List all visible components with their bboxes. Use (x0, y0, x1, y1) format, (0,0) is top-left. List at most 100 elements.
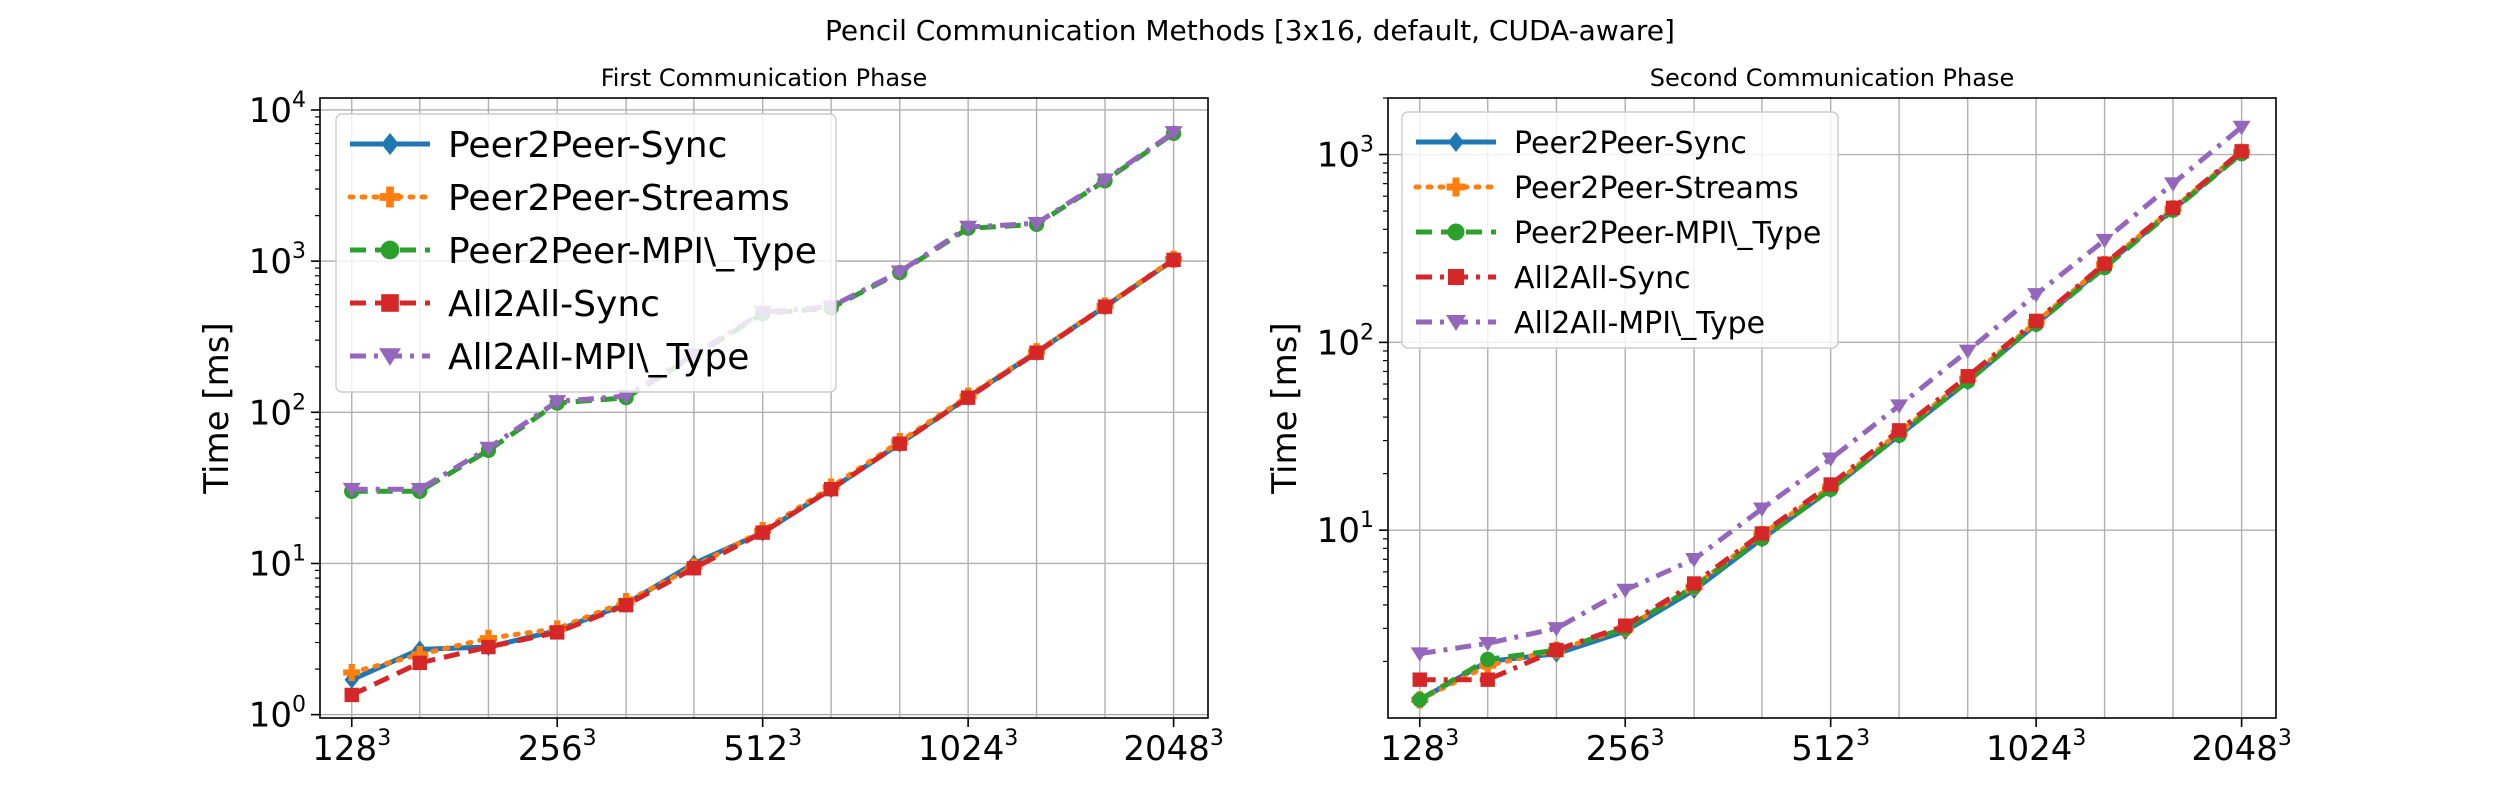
data-point-all2all-sync (2028, 313, 2044, 329)
data-point-all2all-mpi-type (2027, 288, 2046, 303)
data-point-all2all-mpi-type (1410, 647, 1429, 662)
x-tick-label: 1283 (1380, 726, 1459, 769)
data-point-all2all-sync (892, 436, 907, 451)
figure-title: Pencil Communication Methods [3x16, defa… (825, 14, 1675, 47)
data-point-all2all-sync (1480, 672, 1495, 687)
plot-frame (319, 97, 1209, 719)
data-point-all2all-mpi-type (617, 389, 636, 405)
legend-marker-all2all-sync (1448, 269, 1464, 285)
legend-label-peer2peer-sync: Peer2Peer-Sync (1514, 126, 1747, 161)
data-point-all2all-mpi-type (1685, 552, 1704, 568)
data-point-peer2peer-mpi-type (1480, 651, 1496, 668)
data-point-all2all-mpi-type (890, 265, 909, 280)
legend-label-all2all-sync: All2All-Sync (1514, 261, 1691, 296)
x-tick-label: 2563 (1586, 726, 1665, 769)
data-point-all2all-mpi-type (1616, 583, 1635, 599)
subplot-title: First Communication Phase (601, 64, 928, 92)
legend-marker-peer2peer-streams (1446, 177, 1466, 197)
data-point-all2all-sync (1891, 423, 1907, 438)
data-point-all2all-mpi-type (548, 395, 567, 410)
data-point-all2all-sync (1029, 345, 1044, 360)
series-all2all-sync (1412, 144, 2249, 687)
data-point-all2all-mpi-type (410, 482, 429, 498)
legend-box (1401, 111, 1839, 349)
series-all2all-mpi-type (1410, 120, 2251, 662)
data-point-peer2peer-streams (411, 645, 429, 664)
data-point-all2all-sync (2097, 256, 2112, 271)
data-point-all2all-mpi-type (2164, 177, 2183, 192)
legend-marker-all2all-mpi-type (1446, 315, 1466, 331)
data-point-all2all-sync (481, 639, 496, 655)
legend-label-all2all-mpi-type: All2All-MPI\_Type (1514, 306, 1765, 341)
data-point-all2all-sync (1686, 576, 1702, 591)
plot-frame (1387, 97, 2277, 719)
x-tick-label: 5123 (723, 726, 802, 769)
legend-label-peer2peer-mpi-type: Peer2Peer-MPI\_Type (1514, 216, 1821, 251)
x-tick-label: 5123 (1791, 726, 1870, 769)
y-tick-label: 102 (1317, 320, 1374, 363)
legend-label-peer2peer-sync: Peer2Peer-Sync (448, 125, 727, 166)
subplot-title: Second Communication Phase (1650, 64, 2014, 92)
data-point-peer2peer-mpi-type (1412, 692, 1428, 708)
x-tick-label: 20483 (2191, 726, 2292, 769)
legend-box (335, 113, 837, 393)
data-point-all2all-sync (1960, 369, 1975, 384)
data-point-all2all-sync (1549, 642, 1564, 658)
data-point-all2all-sync (2234, 144, 2249, 159)
data-point-all2all-sync (960, 390, 976, 405)
data-point-all2all-sync (1166, 252, 1181, 268)
legend: Peer2Peer-Sync Peer2Peer-Streams Peer2Peer… (1401, 111, 1839, 349)
data-point-all2all-mpi-type (1478, 636, 1497, 652)
x-tick-label: 10243 (918, 726, 1019, 769)
x-tick-label: 20483 (1123, 726, 1224, 769)
y-tick-label: 100 (249, 693, 306, 736)
legend-marker-peer2peer-sync (381, 133, 399, 155)
data-point-peer2peer-streams (479, 629, 497, 647)
legend-label-all2all-sync: All2All-Sync (448, 284, 660, 325)
data-point-all2all-mpi-type (1752, 502, 1771, 517)
x-tick-label: 2563 (518, 726, 597, 769)
data-point-all2all-mpi-type (1547, 622, 1566, 637)
data-point-all2all-sync (755, 525, 770, 540)
y-tick-label: 102 (249, 390, 306, 433)
data-point-all2all-mpi-type (2232, 120, 2251, 136)
data-point-all2all-sync (2165, 200, 2181, 216)
data-point-all2all-sync (1618, 618, 1633, 633)
data-point-all2all-sync (550, 625, 565, 640)
legend-label-all2all-mpi-type: All2All-MPI\_Type (448, 337, 749, 378)
data-point-all2all-sync (412, 655, 427, 671)
data-point-all2all-sync (618, 597, 634, 613)
data-point-all2all-mpi-type (1958, 344, 1977, 360)
data-point-all2all-mpi-type (1164, 126, 1183, 141)
legend-label-peer2peer-streams: Peer2Peer-Streams (448, 178, 790, 219)
data-point-all2all-sync (1097, 299, 1113, 314)
chart-first-phase: First Communication Phase Time [ms] 100 101… (197, 64, 1224, 769)
legend-label-peer2peer-streams: Peer2Peer-Streams (1514, 171, 1799, 206)
y-tick-label: 101 (1317, 508, 1374, 551)
legend-marker-peer2peer-mpi-type (380, 240, 400, 260)
legend-label-peer2peer-mpi-type: Peer2Peer-MPI\_Type (448, 231, 817, 272)
y-tick-label: 101 (249, 541, 306, 584)
y-axis-label: Time [ms] (1265, 322, 1305, 494)
y-tick-label: 104 (249, 88, 306, 131)
data-point-all2all-mpi-type (1027, 216, 1046, 232)
y-tick-label: 103 (249, 239, 306, 282)
x-tick-label: 1283 (312, 726, 391, 769)
legend-marker-all2all-mpi-type (379, 348, 401, 366)
data-point-all2all-sync (1412, 672, 1427, 687)
series-group (342, 125, 1183, 703)
legend: Peer2Peer-Sync Peer2Peer-Streams Peer2Peer… (335, 113, 837, 393)
data-point-all2all-mpi-type (959, 220, 978, 236)
data-point-all2all-sync (686, 561, 702, 576)
series-all2all-sync (344, 252, 1181, 703)
legend-marker-peer2peer-mpi-type (1447, 223, 1465, 241)
legend-marker-all2all-sync (381, 294, 399, 312)
y-tick-label: 103 (1317, 133, 1374, 176)
x-tick-label: 10243 (1986, 726, 2087, 769)
legend-marker-peer2peer-sync (1448, 132, 1464, 152)
chart-second-phase: Second Communication Phase Time [ms] 101 10… (1265, 64, 2292, 769)
data-point-all2all-mpi-type (1096, 173, 1115, 188)
legend-marker-peer2peer-streams (379, 186, 401, 208)
data-point-all2all-sync (1823, 477, 1838, 492)
